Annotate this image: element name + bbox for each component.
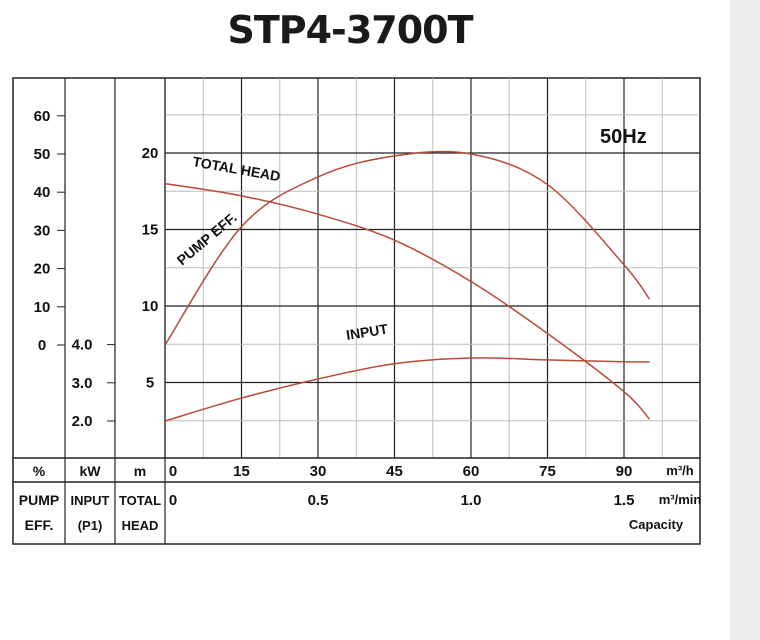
total-head-label: TOTAL HEAD: [191, 153, 281, 184]
capacity-m3min-tick-label: 1.5: [614, 492, 635, 509]
capacity-m3h-tick-label: 0: [169, 463, 177, 480]
head-tick-label: 10: [142, 298, 159, 315]
eff-caption: PUMP: [19, 492, 59, 508]
capacity-caption: Capacity: [629, 517, 684, 532]
capacity-m3h-tick-label: 45: [386, 463, 403, 480]
column-dividers: [13, 78, 700, 544]
capacity-m3h-tick-label: 60: [463, 463, 480, 480]
head-tick-label: 15: [142, 222, 159, 239]
eff-tick-label: 50: [34, 146, 51, 163]
input-label: INPUT: [345, 321, 389, 343]
input-caption: (P1): [78, 518, 103, 533]
capacity-m3min-unit: m³/min: [659, 492, 702, 507]
pump-eff-label: PUMP EFF.: [174, 209, 240, 268]
total-head-curve: [164, 182, 651, 420]
head-tick-label: 20: [142, 145, 159, 162]
head-caption: HEAD: [122, 518, 159, 533]
curves: [164, 150, 651, 422]
eff-tick-label: 0: [38, 337, 46, 354]
chart-title: STP4-3700T: [227, 8, 473, 52]
head-caption: TOTAL: [119, 493, 161, 508]
capacity-m3h-tick-label: 75: [539, 463, 556, 480]
pump-eff-curve: [164, 150, 651, 346]
capacity-m3h-tick-label: 30: [310, 463, 327, 480]
page-margin: [730, 0, 760, 640]
frequency-label: 50Hz: [600, 126, 647, 148]
eff-caption: EFF.: [25, 517, 54, 533]
pump-performance-chart: 0 10 20 30 40 50 60 2.0 3.0 4.0 5 10 15 20 0 15 30 45 60 75…: [12, 77, 702, 545]
input-curve: [164, 357, 650, 422]
head-unit-label: m: [134, 463, 146, 479]
capacity-m3h-tick-label: 15: [233, 463, 250, 480]
curve-labels: TOTAL HEAD PUMP EFF. INPUT: [174, 153, 390, 343]
input-unit-label: kW: [80, 463, 102, 479]
input-caption: INPUT: [71, 493, 110, 508]
input-tick-label: 3.0: [72, 375, 93, 392]
eff-unit-label: %: [33, 463, 46, 479]
eff-tick-label: 40: [34, 184, 51, 201]
eff-tick-label: 10: [34, 299, 51, 316]
eff-tick-label: 20: [34, 261, 51, 278]
eff-tick-label: 60: [34, 108, 51, 125]
eff-tick-label: 30: [34, 222, 51, 239]
capacity-m3min-tick-label: 0: [169, 492, 177, 509]
axis-headers: % kW m PUMP EFF. INPUT (P1) TOTAL HEAD m³/h m³/min…: [19, 463, 702, 533]
tick-labels: 0 10 20 30 40 50 60 2.0 3.0 4.0 5 10 15 20 0 15 30 45 60 75…: [34, 108, 635, 509]
capacity-m3min-tick-label: 0.5: [308, 492, 329, 509]
input-tick-label: 2.0: [72, 413, 93, 430]
input-tick-label: 4.0: [72, 337, 93, 354]
capacity-m3h-tick-label: 90: [616, 463, 633, 480]
head-tick-label: 5: [146, 375, 154, 392]
capacity-m3h-unit: m³/h: [666, 463, 694, 478]
capacity-m3min-tick-label: 1.0: [461, 492, 482, 509]
